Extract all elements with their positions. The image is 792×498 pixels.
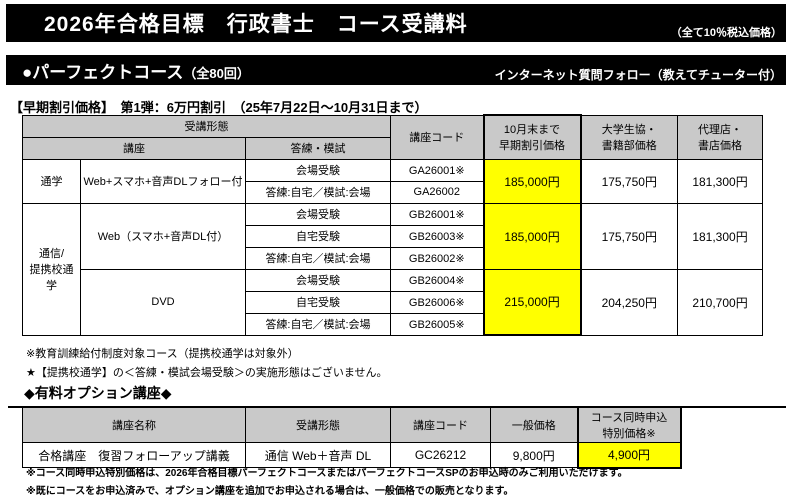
coop-price-cell: 175,750円 xyxy=(580,202,679,270)
table-row: 自宅受験 GB26006※ xyxy=(23,290,763,314)
tax-included-note: （全て10％税込価格） xyxy=(670,27,782,39)
course-name-label: ●パーフェクトコース xyxy=(22,62,184,82)
exam-type-cell: 答練:自宅／模試:会場 xyxy=(244,246,392,270)
mode-cell: 通信/ 提携校通学 xyxy=(22,202,81,336)
option-format-cell: 通信 Web＋音声 DL xyxy=(245,442,391,468)
regular-price-cell: 9,800円 xyxy=(490,442,578,468)
internet-support-note: インターネット質問フォロー（教えてチューター付） xyxy=(494,68,782,82)
course-code-cell: GB26002※ xyxy=(390,246,485,270)
header-option-code: 講座コード xyxy=(390,406,491,443)
footnote-already-applied: ※既にコースをお申込済みで、オプション講座を追加でお申込される場合は、一般価格で… xyxy=(26,486,514,497)
title-bar: 2026年合格目標 行政書士 コース受講料 （全て10％税込価格） xyxy=(6,4,786,42)
course-name-cell: DVD xyxy=(80,268,246,336)
agency-price-cell: 181,300円 xyxy=(677,158,764,204)
course-code-cell: GA26002 xyxy=(390,180,485,204)
header-coop-price: 大学生協・ 書籍部価格 xyxy=(580,114,679,160)
option-header-row: 講座名称 受講形態 講座コード 一般価格 コース同時申込 特別価格※ xyxy=(22,406,682,443)
header-course-code: 講座コード xyxy=(390,114,485,160)
option-price-table: 講座名称 受講形態 講座コード 一般価格 コース同時申込 特別価格※ 合格講座 … xyxy=(22,406,682,469)
table-row: 答練:自宅／模試:会場 GB26002※ xyxy=(23,246,763,270)
exam-type-cell: 会場受験 xyxy=(244,268,392,292)
header-option-format: 受講形態 xyxy=(245,406,391,443)
page-title: 2026年合格目標 行政書士 コース受講料 xyxy=(44,13,468,36)
header-row-2: 講座 答練・模試 xyxy=(22,136,763,160)
agency-price-cell: 181,300円 xyxy=(677,202,764,270)
course-code-cell: GB26003※ xyxy=(390,224,485,248)
course-code-cell: GB26001※ xyxy=(390,202,485,226)
special-price-cell: 4,900円 xyxy=(576,442,682,469)
header-row-1: 受講形態 講座コード 10月末まで 早期割引価格 大学生協・ 書籍部価格 代理店… xyxy=(21,114,764,160)
header-exam: 答練・模試 xyxy=(244,136,392,160)
course-name: ●パーフェクトコース（全80回） xyxy=(6,58,250,83)
exam-type-cell: 答練:自宅／模試:会場 xyxy=(244,180,392,204)
header-format: 受講形態 xyxy=(21,114,392,138)
table-row: 通信/ 提携校通学 Web（スマホ+音声DL付） 会場受験 GB26001※ 1… xyxy=(22,202,764,336)
exam-type-cell: 会場受験 xyxy=(244,202,392,226)
early-price-cell: 215,000円 xyxy=(482,268,582,336)
exam-type-cell: 会場受験 xyxy=(244,158,392,182)
early-discount-heading: 【早期割引価格】 第1弾：6万円割引 （25年7月22日～10月31日まで） xyxy=(10,100,428,115)
table-row: 通学 Web+スマホ+音声DLフォロー付 会場受験 GA26001※ 185,0… xyxy=(22,158,764,204)
exam-type-cell: 答練:自宅／模試:会場 xyxy=(244,312,392,336)
table-row: 合格講座 復習フォローアップ講義 通信 Web＋音声 DL GC26212 9,… xyxy=(22,442,682,469)
course-session-count: （全80回） xyxy=(183,65,250,81)
footnote-partner-school: ★【提携校通学】の＜答練・模試会場受験＞の実施形態はございません。 xyxy=(26,367,388,379)
footnote-special-price-condition: ※コース同時申込特別価格は、2026年合格目標パーフェクトコースまたはパーフェク… xyxy=(26,468,628,479)
table-row: DVD 会場受験 GB26004※ 215,000円 204,250円 210,… xyxy=(23,268,764,336)
course-code-cell: GB26005※ xyxy=(390,312,485,336)
early-price-cell: 185,000円 xyxy=(482,158,582,204)
option-name-cell: 合格講座 復習フォローアップ講義 xyxy=(22,442,246,468)
option-section-heading: ◆有料オプション講座◆ xyxy=(8,383,786,408)
course-code-cell: GB26004※ xyxy=(390,268,485,292)
table-row: 答練:自宅／模試:会場 GA26002 xyxy=(23,180,763,204)
course-name-cell: Web+スマホ+音声DLフォロー付 xyxy=(80,158,246,204)
option-code-cell: GC26212 xyxy=(390,442,491,468)
header-course: 講座 xyxy=(22,136,246,160)
header-agency-price: 代理店・ 書店価格 xyxy=(677,114,764,160)
mode-cell: 通学 xyxy=(22,158,81,204)
course-code-cell: GA26001※ xyxy=(390,158,485,182)
header-option-name: 講座名称 xyxy=(22,406,246,443)
course-bar: ●パーフェクトコース（全80回） インターネット質問フォロー（教えてチューター付… xyxy=(6,55,786,85)
course-name-cell: Web（スマホ+音声DL付） xyxy=(80,202,246,270)
early-price-cell: 185,000円 xyxy=(482,202,582,270)
header-early-price: 10月末まで 早期割引価格 xyxy=(482,114,582,160)
course-price-table: 受講形態 講座コード 10月末まで 早期割引価格 大学生協・ 書籍部価格 代理店… xyxy=(21,114,764,336)
coop-price-cell: 204,250円 xyxy=(580,268,679,336)
exam-type-cell: 自宅受験 xyxy=(244,290,392,314)
agency-price-cell: 210,700円 xyxy=(677,268,764,336)
header-regular-price: 一般価格 xyxy=(490,406,578,443)
course-code-cell: GB26006※ xyxy=(390,290,485,314)
header-special-price: コース同時申込 特別価格※ xyxy=(576,406,682,443)
footnote-training-benefit: ※教育訓練給付制度対象コース（提携校通学は対象外） xyxy=(26,348,299,360)
coop-price-cell: 175,750円 xyxy=(580,158,679,204)
table-row: 答練:自宅／模試:会場 GB26005※ xyxy=(23,312,763,336)
exam-type-cell: 自宅受験 xyxy=(244,224,392,248)
